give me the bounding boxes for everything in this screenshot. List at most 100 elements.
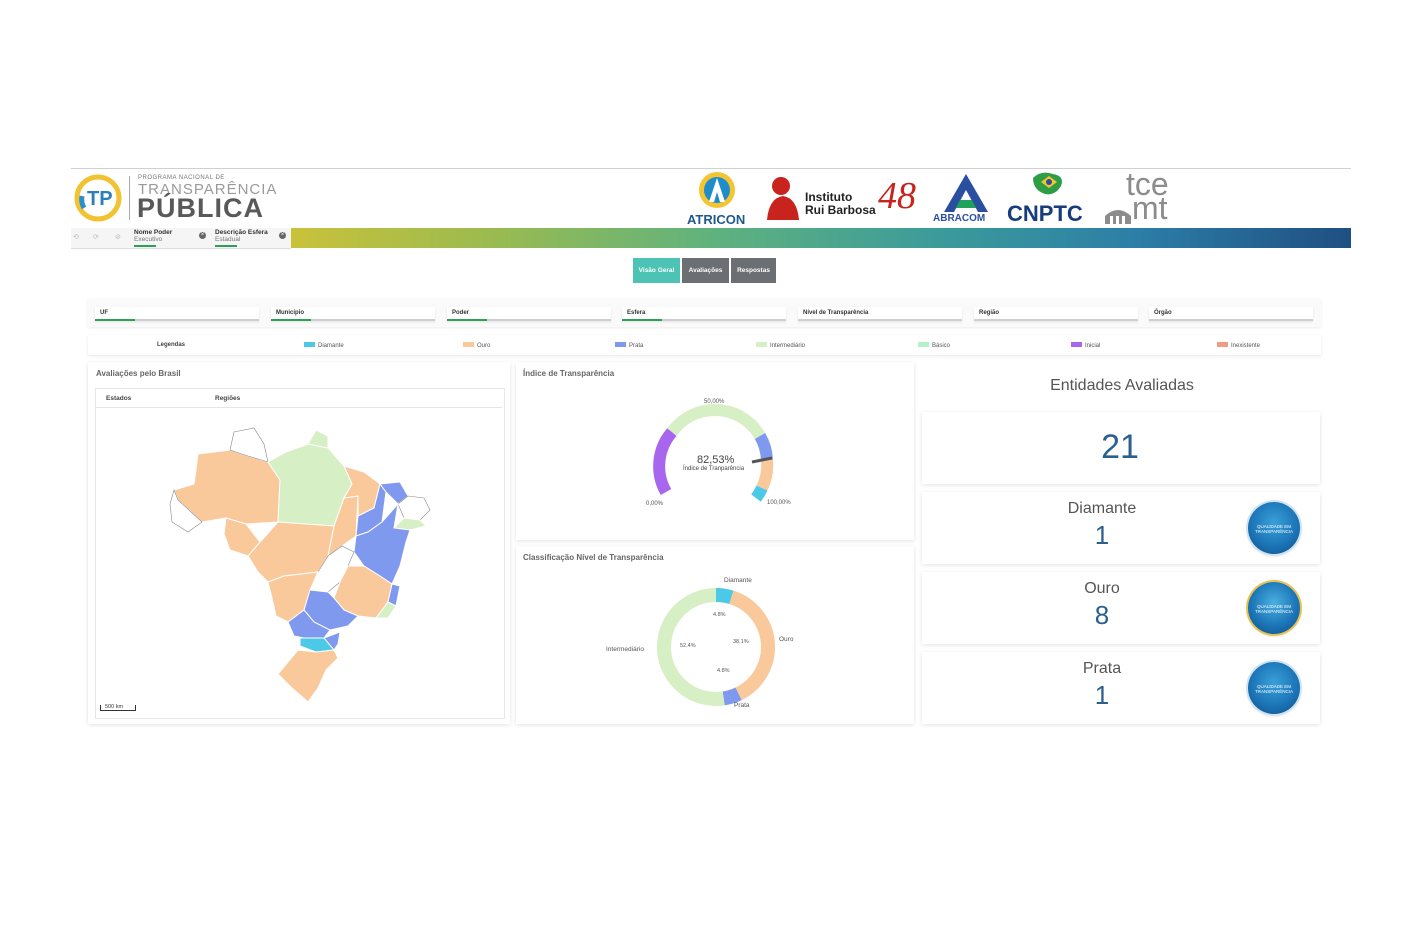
clear-selections-icon[interactable]: ⊘	[115, 234, 121, 241]
filter-underline	[622, 319, 662, 321]
filter-nivel-transparencia[interactable]: Nível de Transparência	[798, 307, 962, 321]
legend-swatch	[304, 342, 315, 347]
gauge-min-label: 0,00%	[646, 501, 664, 507]
selection-chip-poder[interactable]: Nome Poder Executivo ×	[134, 229, 208, 247]
donut-slice-diamante[interactable]	[715, 588, 734, 605]
entities-total: 21	[1101, 428, 1139, 466]
legend-item-inicial: Inicial	[1071, 342, 1100, 349]
donut-value-prata: 4.8%	[717, 668, 730, 674]
filter-esfera[interactable]: Esfera	[622, 307, 786, 321]
gauge-arc-intermediario-right	[714, 404, 766, 440]
seal-text: QUALIDADE EM TRANSPARÊNCIA	[1255, 524, 1293, 534]
donut-category-intermediario: Intermediário	[606, 646, 644, 653]
filter-underline	[271, 319, 311, 321]
donut-panel-title: Classificação Nível de Transparência	[523, 553, 664, 562]
selection-strip: ⟲ ⟳ ⊘ Nome Poder Executivo × Descrição E…	[71, 228, 291, 249]
seal-text: QUALIDADE EM TRANSPARÊNCIA	[1255, 684, 1293, 694]
seal-prata-icon: QUALIDADE EM TRANSPARÊNCIA	[1248, 662, 1300, 714]
gauge-max-label: 100,00%	[767, 500, 791, 506]
filter-uf[interactable]: UF	[95, 307, 259, 321]
filter-municipio[interactable]: Município	[271, 307, 435, 321]
donut-chart[interactable]	[646, 577, 786, 717]
legend-label: Ouro	[477, 343, 491, 349]
rui-barbosa-portrait-icon	[767, 177, 799, 220]
map-tab-regioes[interactable]: Regiões	[215, 395, 241, 402]
tab-visao-geral[interactable]: Visão Geral	[633, 258, 680, 283]
tab-avaliacoes[interactable]: Avaliações	[682, 258, 729, 283]
donut-category-diamante: Diamante	[724, 577, 752, 584]
entities-title: Entidades Avaliadas	[1050, 377, 1194, 394]
filter-underline	[95, 319, 135, 321]
gauge-chart[interactable]	[640, 396, 790, 506]
svg-text:TP: TP	[87, 188, 113, 210]
legend-item-inexistente: Inexistente	[1217, 342, 1260, 349]
seal-text: QUALIDADE EM TRANSPARÊNCIA	[1255, 604, 1293, 614]
seal-diamante-icon: QUALIDADE EM TRANSPARÊNCIA	[1248, 502, 1300, 554]
legend-item-ouro: Ouro	[463, 342, 490, 349]
header-gradient-bar	[290, 228, 1351, 248]
donut-value-diamante: 4.8%	[713, 612, 726, 618]
seal-ouro-icon: QUALIDADE EM TRANSPARÊNCIA	[1248, 582, 1300, 634]
map-scale-label: 500 km	[105, 704, 124, 710]
gauge-arc-intermediario-left	[667, 403, 716, 436]
donut-category-ouro: Ouro	[779, 636, 794, 643]
legend-item-basico: Básico	[918, 342, 950, 349]
map-state-rr	[229, 427, 269, 463]
atricon-logo-icon	[699, 172, 735, 208]
gauge-arc-ouro	[756, 459, 774, 491]
map-state-rj	[375, 601, 397, 619]
legend-swatch	[756, 342, 767, 347]
gauge-value: 82,53%	[697, 454, 735, 466]
rui-barbosa-line1: Instituto	[805, 190, 853, 204]
filter-label: Poder	[452, 310, 470, 316]
step-forward-icon[interactable]: ⟳	[93, 234, 99, 241]
legend-item-diamante: Diamante	[304, 342, 344, 349]
filter-label: Órgão	[1154, 310, 1172, 316]
card-diamante-label: Diamante	[1067, 500, 1137, 517]
map-container	[95, 388, 505, 719]
chip-underline	[134, 245, 156, 247]
legend-row	[88, 335, 1321, 355]
cnptc-label: CNPTC	[1007, 201, 1083, 226]
donut-slice-intermediário[interactable]	[657, 588, 725, 706]
legend-swatch	[463, 342, 474, 347]
donut-slice-prata[interactable]	[722, 687, 742, 706]
filter-poder[interactable]: Poder	[447, 307, 611, 321]
chip-close-icon[interactable]: ×	[199, 232, 206, 239]
legend-item-intermediario: Intermediário	[756, 342, 805, 349]
donut-slice-ouro[interactable]	[729, 590, 775, 701]
atricon-label: ATRICON	[687, 212, 746, 227]
filter-label: Município	[276, 310, 304, 316]
abracom-logo-icon	[944, 174, 988, 212]
card-prata-label: Prata	[1082, 660, 1122, 677]
tab-respostas[interactable]: Respostas	[731, 258, 776, 283]
filter-regiao[interactable]: Região	[974, 307, 1138, 321]
selection-chip-esfera[interactable]: Descrição Esfera Estadual ×	[215, 229, 289, 247]
map-state-pr	[287, 609, 331, 639]
gauge-needle	[751, 456, 773, 464]
program-subtitle: PROGRAMA NACIONAL DE	[138, 175, 225, 181]
map-state-rs	[277, 649, 339, 703]
chip-key: Nome Poder	[134, 229, 173, 236]
filter-label: Nível de Transparência	[803, 310, 869, 316]
map-scale-bar	[100, 705, 136, 711]
brazil-map[interactable]	[168, 426, 432, 704]
card-prata-count: 1	[1094, 680, 1110, 710]
chip-close-icon[interactable]: ×	[279, 232, 286, 239]
mt-label: mt	[1132, 190, 1168, 226]
rui-barbosa-line2: Rui Barbosa	[805, 203, 876, 217]
card-ouro-count: 8	[1094, 600, 1110, 630]
ptp-logo: TP	[74, 174, 122, 222]
map-state-ac	[169, 489, 203, 533]
legend-swatch	[615, 342, 626, 347]
tce-label: tce	[1126, 166, 1169, 202]
filter-label: UF	[100, 310, 108, 316]
step-back-icon[interactable]: ⟲	[73, 234, 79, 241]
legend-swatch	[1217, 342, 1228, 347]
tce-building-icon	[1105, 210, 1131, 224]
filter-orgao[interactable]: Órgão	[1149, 307, 1313, 321]
gauge-arc-diamante	[751, 485, 768, 502]
donut-value-intermediario: 52.4%	[680, 643, 696, 649]
map-tab-estados[interactable]: Estados	[106, 395, 132, 402]
program-title-big: PÚBLICA	[137, 193, 264, 223]
